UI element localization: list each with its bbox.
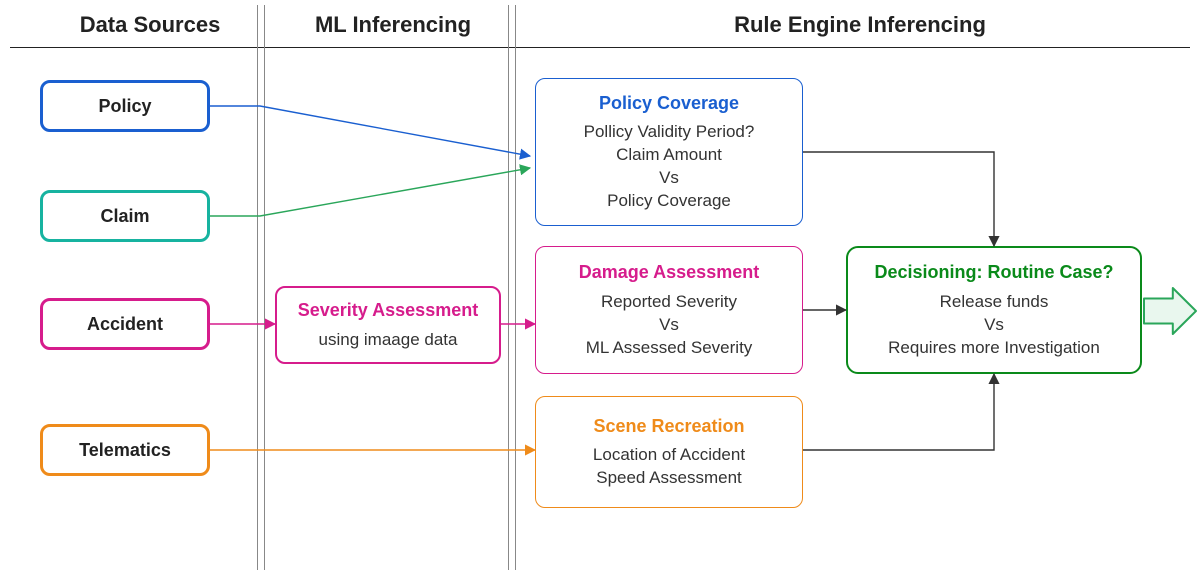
- rule-policy-line1: Pollicy Validity Period?: [584, 121, 755, 144]
- ml-severity-title: Severity Assessment: [298, 298, 478, 322]
- source-accident-label: Accident: [87, 312, 163, 336]
- rule-policy-line3: Vs: [659, 167, 679, 190]
- decision-box: Decisioning: Routine Case? Release funds…: [846, 246, 1142, 374]
- ml-severity-assessment: Severity Assessment using imaage data: [275, 286, 501, 364]
- decision-line1: Release funds: [940, 291, 1049, 314]
- decision-title: Decisioning: Routine Case?: [874, 260, 1113, 284]
- decision-line2: Vs: [984, 314, 1004, 337]
- rule-damage-line2: Vs: [659, 314, 679, 337]
- rule-damage-assessment: Damage Assessment Reported Severity Vs M…: [535, 246, 803, 374]
- rule-scene-line1: Location of Accident: [593, 444, 745, 467]
- ml-severity-body: using imaage data: [319, 329, 458, 352]
- decision-line3: Requires more Investigation: [888, 337, 1100, 360]
- rule-scene-recreation: Scene Recreation Location of Accident Sp…: [535, 396, 803, 508]
- rule-scene-line2: Speed Assessment: [596, 467, 742, 490]
- column-divider-1: [257, 5, 265, 570]
- edge-scene-to-decision: [803, 374, 994, 450]
- rule-policy-line4: Policy Coverage: [607, 190, 731, 213]
- source-policy-label: Policy: [98, 94, 151, 118]
- rule-policy-title: Policy Coverage: [599, 91, 739, 115]
- output-arrow-icon: [1142, 286, 1198, 336]
- header-underline: [10, 47, 1190, 48]
- header-rule-engine: Rule Engine Inferencing: [540, 12, 1180, 38]
- header-ml-inferencing: ML Inferencing: [278, 12, 508, 38]
- source-telematics-label: Telematics: [79, 438, 171, 462]
- rule-damage-line1: Reported Severity: [601, 291, 737, 314]
- edge-coverage-to-decision: [803, 152, 994, 246]
- rule-damage-line3: ML Assessed Severity: [586, 337, 753, 360]
- source-telematics: Telematics: [40, 424, 210, 476]
- source-claim-label: Claim: [100, 204, 149, 228]
- rule-scene-title: Scene Recreation: [593, 414, 744, 438]
- source-accident: Accident: [40, 298, 210, 350]
- column-divider-2: [508, 5, 516, 570]
- rule-policy-coverage: Policy Coverage Pollicy Validity Period?…: [535, 78, 803, 226]
- rule-policy-line2: Claim Amount: [616, 144, 722, 167]
- source-policy: Policy: [40, 80, 210, 132]
- header-data-sources: Data Sources: [50, 12, 250, 38]
- source-claim: Claim: [40, 190, 210, 242]
- rule-damage-title: Damage Assessment: [579, 260, 759, 284]
